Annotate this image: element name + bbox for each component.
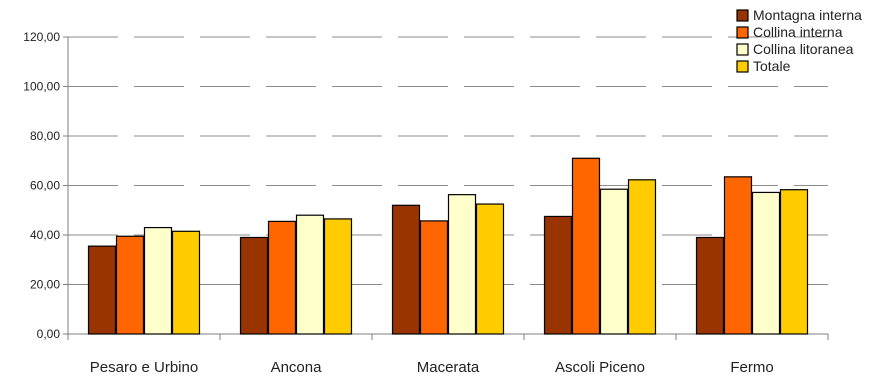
x-category-label: Ancona bbox=[271, 359, 323, 376]
y-tick-label: 100,00 bbox=[23, 80, 60, 94]
bar bbox=[239, 236, 269, 335]
bar bbox=[751, 191, 781, 335]
bar bbox=[571, 157, 601, 335]
bar bbox=[115, 235, 145, 335]
y-tick-label: 60,00 bbox=[30, 179, 60, 193]
legend-label: Totale bbox=[753, 58, 791, 74]
bar bbox=[723, 176, 753, 335]
bar bbox=[695, 236, 725, 335]
bar bbox=[391, 204, 421, 335]
legend-label: Collina litoranea bbox=[753, 41, 854, 57]
bar bbox=[543, 215, 573, 335]
y-tick-label: 80,00 bbox=[30, 129, 60, 143]
x-category-label: Ascoli Piceno bbox=[555, 359, 645, 376]
legend-swatch bbox=[736, 26, 749, 39]
y-tick-label: 40,00 bbox=[30, 228, 60, 242]
y-tick-label: 0,00 bbox=[37, 327, 61, 341]
legend-swatch bbox=[736, 9, 749, 22]
bar bbox=[295, 214, 325, 335]
legend-label: Collina interna bbox=[753, 24, 843, 40]
x-category-label: Fermo bbox=[730, 359, 773, 376]
bar bbox=[323, 218, 353, 335]
bar bbox=[599, 188, 629, 335]
bars bbox=[87, 157, 809, 335]
x-category-label: Pesaro e Urbino bbox=[90, 359, 198, 376]
bar bbox=[475, 203, 505, 335]
y-tick-label: 20,00 bbox=[30, 278, 60, 292]
bar bbox=[447, 194, 477, 335]
x-category-label: Macerata bbox=[417, 359, 480, 376]
bar bbox=[267, 220, 297, 335]
legend-swatch bbox=[736, 43, 749, 56]
bar bbox=[627, 179, 657, 335]
y-tick-label: 120,00 bbox=[23, 30, 60, 44]
bar bbox=[143, 226, 173, 335]
legend-swatch bbox=[736, 60, 749, 73]
bar bbox=[87, 245, 117, 335]
legend-label: Montagna interna bbox=[753, 7, 862, 23]
bar bbox=[171, 230, 201, 335]
bar bbox=[779, 189, 809, 335]
bar bbox=[419, 220, 449, 335]
